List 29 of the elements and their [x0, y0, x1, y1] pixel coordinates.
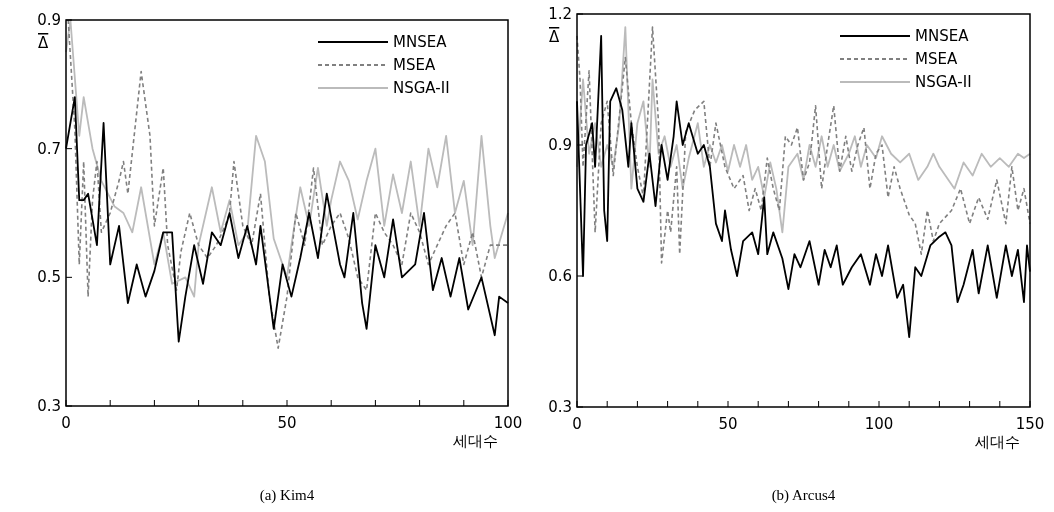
y-axis-title: Δ	[38, 34, 49, 52]
y-tick-label: 0.6	[548, 267, 572, 285]
x-tick-label: 0	[61, 414, 71, 432]
y-axis-title: Δ	[549, 28, 560, 46]
text: (b) Arcus4	[771, 487, 836, 504]
legend-label: MSEA	[393, 56, 436, 74]
legend-label: MSEA	[915, 50, 958, 68]
text: (a) Kim4	[259, 487, 315, 504]
legend-label: MNSEA	[915, 27, 970, 45]
y-tick-label: 0.3	[548, 398, 572, 416]
y-tick-label: 0.9	[37, 11, 61, 29]
legend-label: MNSEA	[393, 33, 448, 51]
x-tick-label: 50	[277, 414, 297, 432]
x-tick-label: 150	[1015, 415, 1045, 433]
y-tick-label: 0.3	[37, 397, 61, 415]
x-tick-label: 100	[493, 414, 523, 432]
legend-label: NSGA-II	[393, 79, 450, 97]
y-tick-label: 0.5	[37, 268, 61, 287]
x-axis-title: 세대수	[453, 432, 498, 450]
y-tick-label: 1.2	[548, 5, 572, 23]
x-tick-label: 100	[864, 415, 894, 433]
x-tick-label: 50	[718, 415, 738, 433]
line-series	[67, 19, 509, 349]
x-tick-label: 0	[572, 415, 582, 433]
line-series	[65, 19, 509, 298]
legend-label: NSGA-II	[915, 73, 972, 91]
y-tick-label: 0.9	[548, 136, 572, 154]
x-axis-title: 세대수	[975, 433, 1020, 451]
y-tick-label: 0.7	[37, 139, 61, 158]
